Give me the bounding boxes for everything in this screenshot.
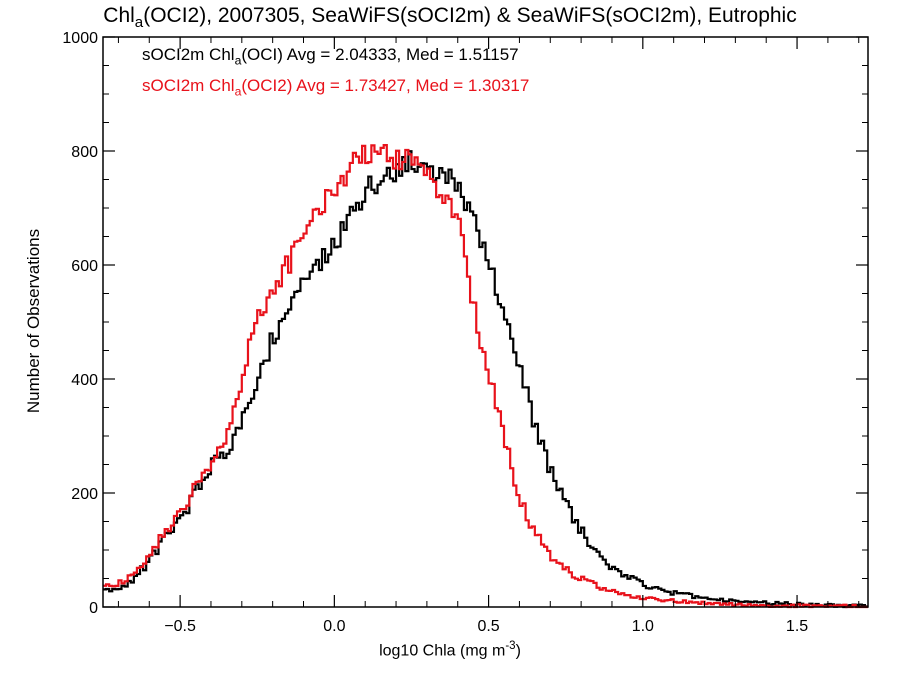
legend-entry-ocl2: sOCI2m Chla(OCI2) Avg = 1.73427, Med = 1…	[142, 76, 530, 99]
plot-frame	[102, 36, 869, 608]
y-tick-label: 0	[89, 600, 98, 617]
y-tick-label: 800	[71, 144, 98, 161]
y-tick-label: 1000	[62, 30, 98, 47]
legend-entry-ocl: sOCI2m Chla(OCI) Avg = 2.04333, Med = 1.…	[142, 45, 519, 68]
axes-layer: −0.5 0.0 0.5 1.0 1.5 0 200 400 600 800 1000	[62, 30, 869, 635]
histogram-series-oci	[103, 150, 868, 609]
y-axis-label: Number of Observations	[24, 228, 43, 414]
y-tick-label: 400	[71, 372, 98, 389]
x-tick-label: 1.0	[632, 618, 654, 635]
series-layer	[103, 144, 868, 609]
x-tick-label: 0.5	[477, 618, 499, 635]
histogram-series-oci2	[103, 144, 868, 609]
y-tick-label: 200	[71, 486, 98, 503]
chart-title: Chla(OCI2), 2007305, SeaWiFS(sOCI2m) & S…	[103, 4, 797, 32]
x-tick-label: −0.5	[164, 618, 196, 635]
x-tick-label: 1.5	[786, 618, 808, 635]
y-tick-label: 600	[71, 258, 98, 275]
x-tick-label: 0.0	[323, 618, 345, 635]
x-axis-label: log10 Chla (mg m-3)	[379, 640, 521, 660]
